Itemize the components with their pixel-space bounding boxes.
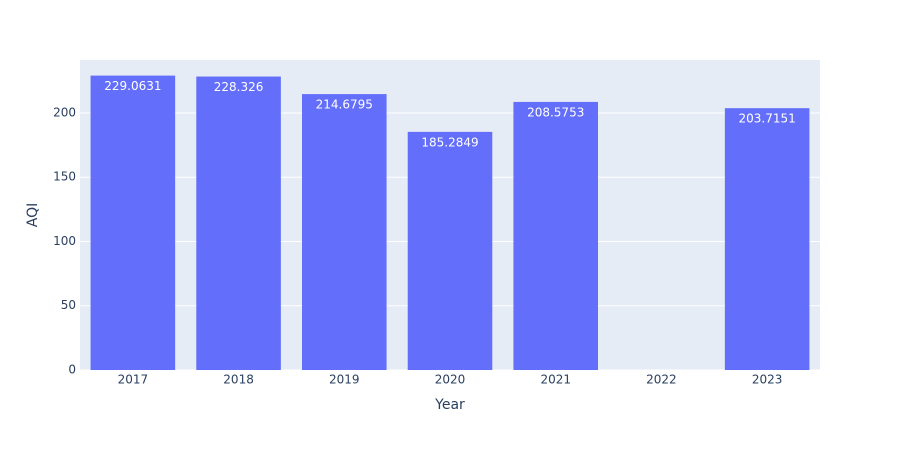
- y-tick-label: 50: [61, 298, 76, 312]
- bar: [724, 108, 810, 370]
- y-tick-label: 0: [68, 363, 76, 377]
- y-tick-label: 100: [53, 234, 76, 248]
- value-label: 203.7151: [739, 112, 796, 126]
- x-tick-label: 2023: [752, 373, 783, 387]
- value-label: 214.6795: [316, 98, 373, 112]
- value-label: 228.326: [214, 80, 264, 94]
- bar: [90, 75, 176, 371]
- y-axis-title: AQI: [25, 203, 41, 227]
- x-tick-label: 2021: [540, 373, 571, 387]
- x-tick-label: 2019: [329, 373, 360, 387]
- y-tick-label: 150: [53, 170, 76, 184]
- value-label: 185.2849: [421, 135, 478, 149]
- x-tick-label: 2018: [223, 373, 254, 387]
- bar: [196, 76, 281, 370]
- bar: [513, 101, 598, 370]
- value-label: 229.0631: [104, 79, 161, 93]
- x-axis-title: Year: [434, 397, 465, 413]
- x-tick-label: 2020: [435, 373, 466, 387]
- bar: [302, 94, 387, 371]
- x-tick-label: 2017: [118, 373, 149, 387]
- value-label: 208.5753: [527, 105, 584, 119]
- y-tick-label: 200: [53, 105, 76, 119]
- x-tick-label: 2022: [646, 373, 677, 387]
- bar: [407, 131, 493, 370]
